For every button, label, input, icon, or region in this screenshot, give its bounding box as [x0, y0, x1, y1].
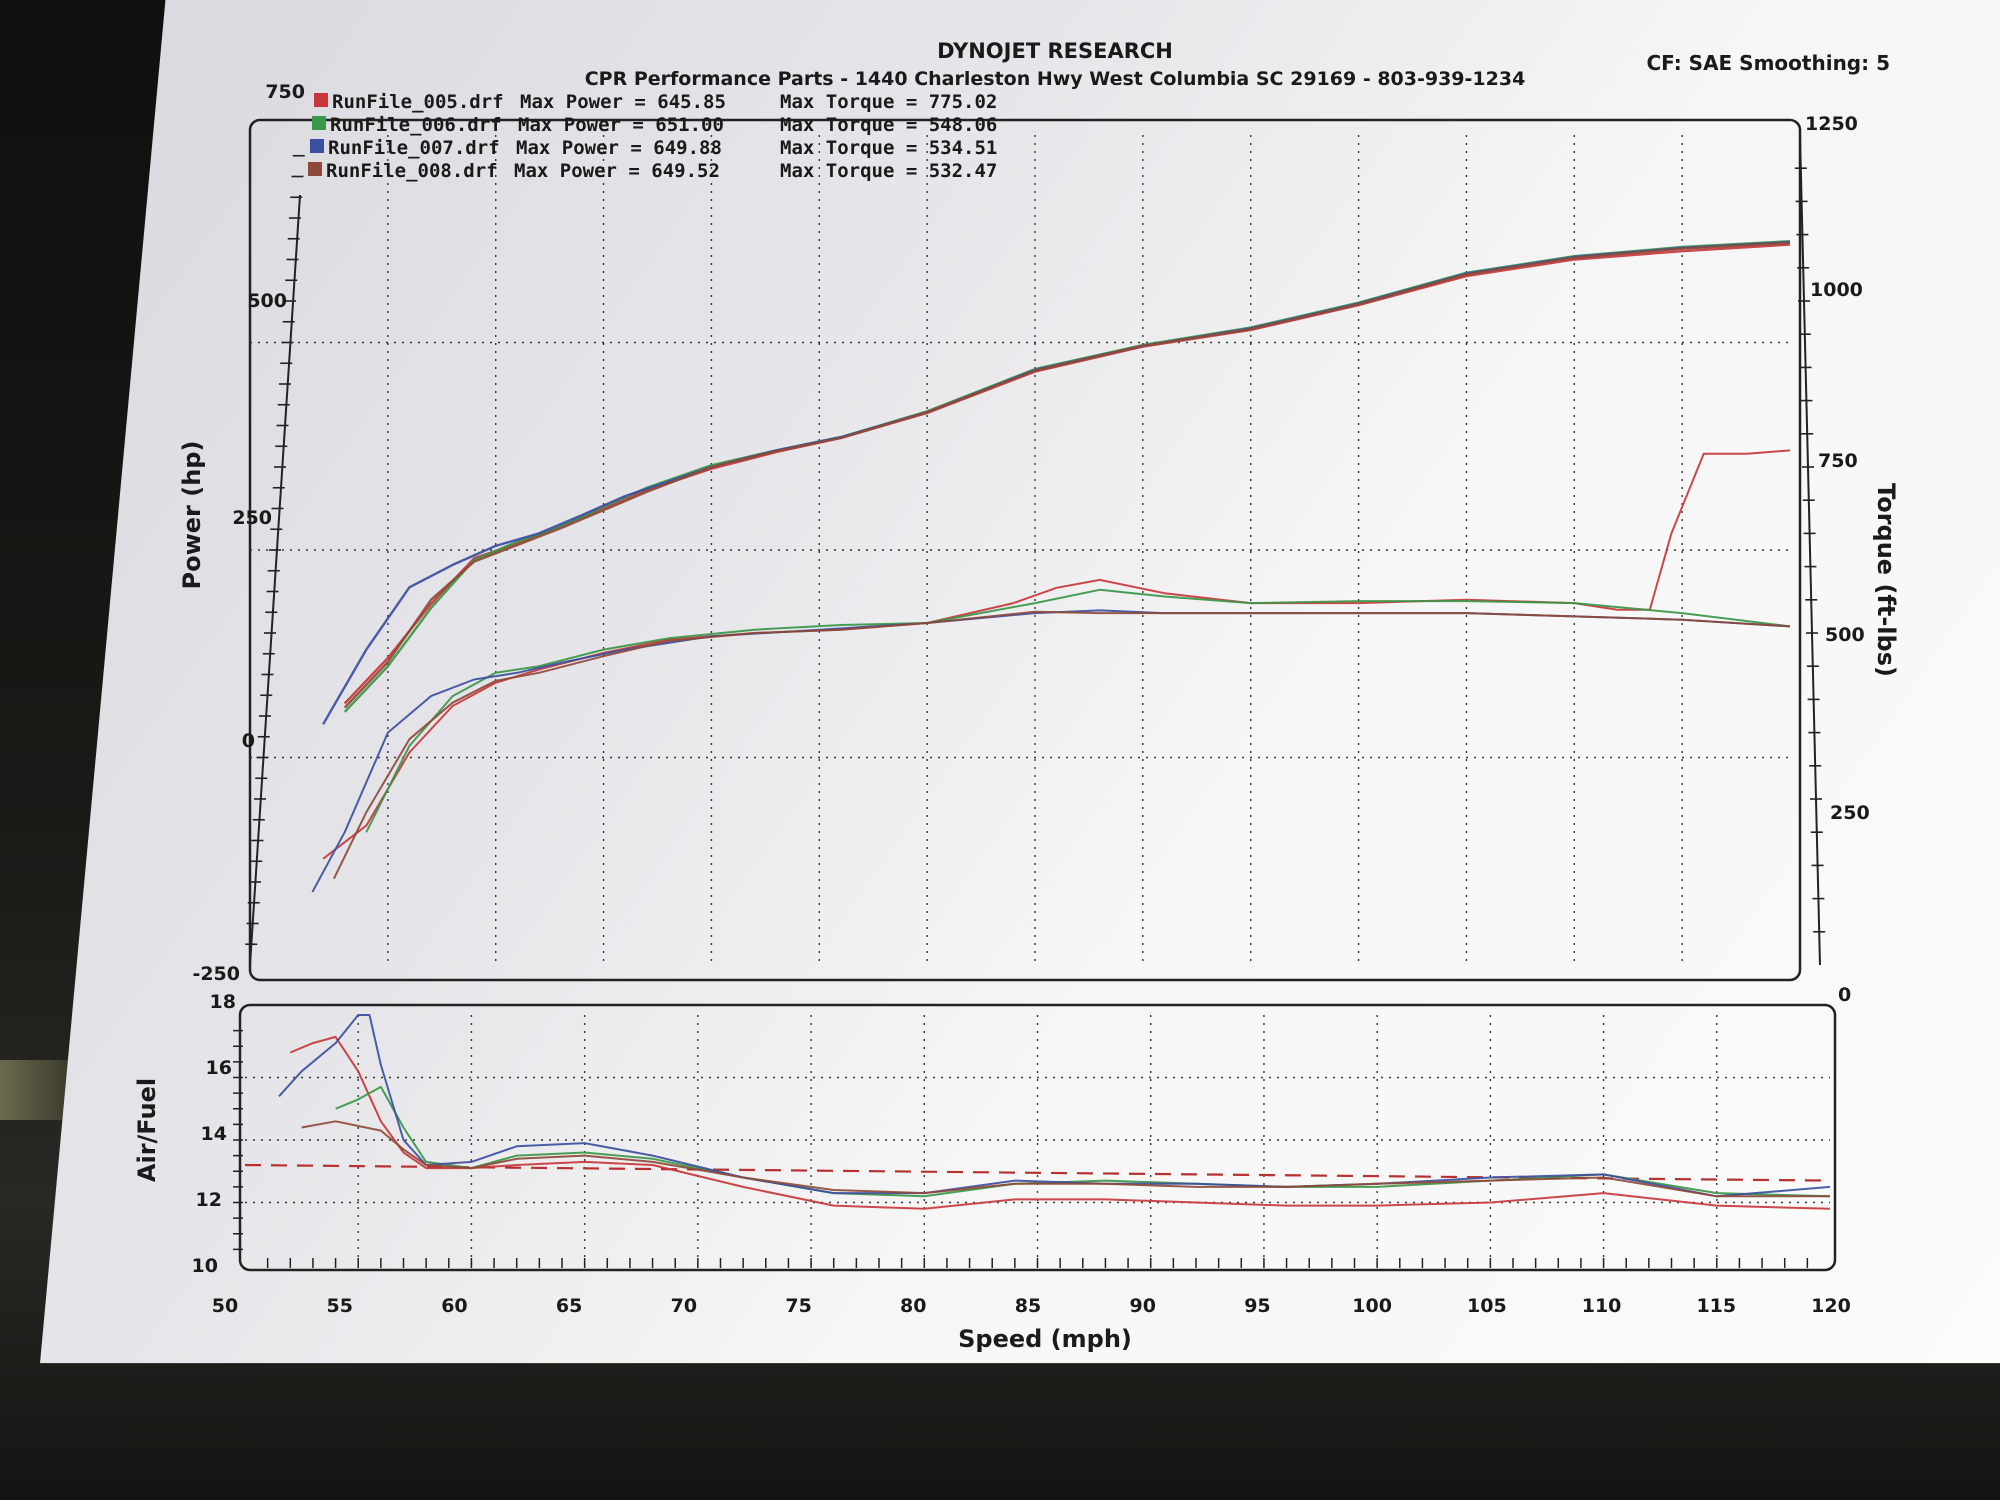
- x-tick-label: 85: [1015, 1295, 1041, 1317]
- power-tick-label: 250: [232, 507, 272, 529]
- header-company: DYNOJET RESEARCH: [937, 39, 1173, 63]
- legend-max-torque: Max Torque = 534.51: [780, 137, 997, 159]
- legend-file: RunFile_006.drf: [330, 114, 502, 136]
- torque-series-line: [311, 609, 1791, 893]
- x-tick-label: 90: [1129, 1295, 1155, 1317]
- air-fuel-series-line: [335, 1085, 1831, 1198]
- x-tick-label: 115: [1696, 1295, 1736, 1317]
- power-series-line: [322, 240, 1791, 725]
- power-tick-label: -250: [192, 963, 240, 985]
- af-tick-label: 10: [192, 1255, 218, 1277]
- torque-tick-label: 1250: [1805, 113, 1858, 135]
- x-tick-label: 110: [1582, 1295, 1622, 1317]
- speed-axis-label: Speed (mph): [958, 1325, 1132, 1353]
- x-tick-label: 105: [1467, 1295, 1507, 1317]
- power-torque-lines: [311, 240, 1791, 893]
- legend-file: RunFile_007.drf: [328, 137, 500, 159]
- power-series-line: [343, 241, 1791, 709]
- x-tick-label: 120: [1811, 1295, 1851, 1317]
- axis-ticks: 750 500 250 0 -250 1250 1000 750 500 250…: [192, 81, 1870, 1277]
- torque-tick-label: 750: [1818, 450, 1858, 472]
- x-tick-label: 55: [326, 1295, 352, 1317]
- legend-max-torque: Max Torque = 548.06: [780, 114, 997, 136]
- legend-max-torque: Max Torque = 532.47: [780, 160, 997, 182]
- af-tick-label: 12: [196, 1189, 222, 1211]
- af-tick-label: 14: [201, 1123, 227, 1145]
- legend-max-power: Max Power = 649.88: [516, 137, 722, 159]
- af-target-line: [244, 1163, 1831, 1182]
- torque-series-line: [365, 588, 1791, 833]
- x-tick-label: 50: [212, 1295, 238, 1317]
- legend-item: RunFile_008.drf Max Power = 649.52 Max T…: [308, 160, 997, 182]
- air-fuel-lines: [278, 1014, 1831, 1210]
- legend-swatch: [314, 93, 328, 107]
- power-tick-label: 500: [247, 290, 287, 312]
- torque-series-line: [333, 610, 1791, 880]
- air-fuel-grid: [233, 1015, 1831, 1268]
- legend-swatch: [308, 162, 322, 176]
- torque-tick-label: 0: [1838, 984, 1851, 1006]
- af-tick-label: 16: [206, 1057, 232, 1079]
- legend: RunFile_005.drf Max Power = 645.85 Max T…: [308, 91, 997, 182]
- air-fuel-series-line: [289, 1035, 1831, 1210]
- torque-series-line: [322, 449, 1791, 860]
- x-tick-label: 60: [441, 1295, 467, 1317]
- legend-max-power: Max Power = 645.85: [520, 91, 726, 113]
- x-axis-ticks: 50 55 60 65 70 75 80 85 90 95 100 105 110 115 120: [212, 1295, 1851, 1317]
- legend-max-power: Max Power = 651.00: [518, 114, 724, 136]
- torque-axis-label: Torque (ft-lbs): [1872, 483, 1900, 677]
- power-tick-label: 750: [265, 81, 305, 103]
- torque-tick-label: 1000: [1810, 279, 1863, 301]
- x-tick-label: 75: [785, 1295, 811, 1317]
- power-axis-label: Power (hp): [178, 441, 206, 590]
- legend-swatch: [310, 139, 324, 153]
- x-tick-label: 65: [556, 1295, 582, 1317]
- legend-file: RunFile_005.drf: [332, 91, 504, 113]
- x-tick-label: 70: [671, 1295, 697, 1317]
- header-shop: CPR Performance Parts - 1440 Charleston …: [585, 68, 1526, 90]
- legend-max-power: Max Power = 649.52: [514, 160, 720, 182]
- torque-axis-spine: [1799, 134, 1821, 966]
- legend-swatch: [312, 116, 326, 130]
- torque-tick-label: 250: [1830, 802, 1870, 824]
- power-series-line: [343, 240, 1791, 713]
- air-fuel-series-line: [278, 1014, 1831, 1198]
- x-tick-label: 80: [900, 1295, 926, 1317]
- air-fuel-series-line: [301, 1120, 1830, 1198]
- torque-tick-label: 500: [1825, 624, 1865, 646]
- air-fuel-axis-label: Air/Fuel: [133, 1078, 161, 1182]
- x-tick-label: 95: [1244, 1295, 1270, 1317]
- legend-item: RunFile_006.drf Max Power = 651.00 Max T…: [312, 114, 997, 136]
- af-tick-label: 18: [210, 991, 236, 1013]
- legend-file: RunFile_008.drf: [326, 160, 498, 182]
- desk-edge: [0, 1060, 70, 1120]
- legend-item: RunFile_005.drf Max Power = 645.85 Max T…: [314, 91, 997, 113]
- air-fuel-panel: [238, 1003, 1837, 1272]
- x-tick-label: 100: [1352, 1295, 1392, 1317]
- legend-item: RunFile_007.drf Max Power = 649.88 Max T…: [310, 137, 997, 159]
- header-settings: CF: SAE Smoothing: 5: [1646, 51, 1890, 75]
- legend-max-torque: Max Torque = 775.02: [780, 91, 997, 113]
- power-axis-spine: [249, 194, 301, 966]
- power-tick-label: 0: [242, 730, 255, 752]
- power-series-line: [343, 243, 1791, 705]
